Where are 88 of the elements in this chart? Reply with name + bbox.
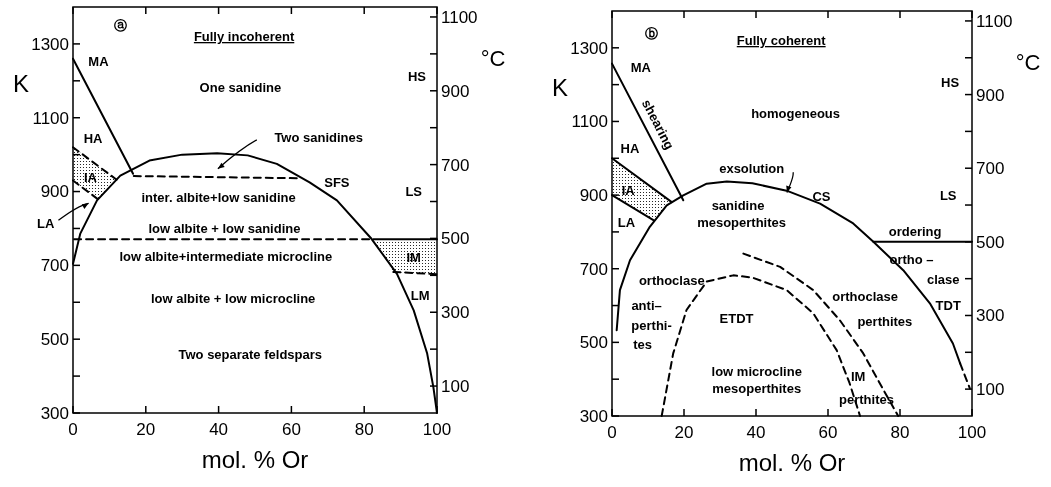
annotation: LS — [939, 187, 957, 203]
annotation: perthi- — [631, 317, 672, 333]
y-tick-label: 900 — [579, 186, 608, 206]
annotation: mesoperthites — [697, 214, 787, 230]
y-axis-title: K — [551, 73, 569, 101]
y2-tick-label: 100 — [441, 377, 470, 397]
annotation: IM — [851, 369, 866, 385]
annotation: One sanidine — [199, 79, 282, 95]
annotation: low albite+intermediate microcline — [119, 249, 333, 265]
annotation: perthites — [839, 391, 894, 407]
annotation: tes — [633, 336, 652, 352]
y-tick-label: 1300 — [31, 34, 69, 54]
x-tick-label: 80 — [354, 420, 374, 439]
annotation: low albite + low sanidine — [148, 221, 301, 237]
y-tick-label: 1100 — [32, 108, 69, 128]
x-tick-label: 40 — [209, 420, 229, 439]
y-axis-title: K — [12, 69, 30, 97]
y2-tick-label: 500 — [976, 232, 1005, 252]
y2-tick-label: 700 — [976, 159, 1005, 179]
annotation: ⓐ — [113, 18, 127, 33]
annotation: LM — [410, 287, 430, 303]
annotation: inter. albite+low sanidine — [141, 189, 296, 205]
x-tick-label: 80 — [890, 423, 910, 442]
y2-tick-label: 1100 — [976, 11, 1013, 31]
y2-axis-title: °C — [480, 46, 506, 72]
annotation: MA — [630, 59, 652, 75]
annotation: HA — [620, 141, 640, 157]
x-axis-title: mol. % Or — [201, 446, 309, 473]
text: Fully coherent — [736, 33, 827, 48]
annotation: Two sanidines — [274, 129, 363, 145]
y2-tick-label: 300 — [441, 303, 470, 323]
annotation: ⓑ — [645, 26, 659, 42]
annotation: HS — [941, 74, 960, 90]
y-tick-label: 1300 — [570, 38, 608, 58]
y2-tick-label: 300 — [976, 306, 1005, 326]
annotation: ETDT — [719, 310, 754, 326]
x-tick-label: 0 — [607, 423, 617, 442]
y2-axis-title: °C — [1015, 49, 1041, 75]
y2-tick-label: 500 — [441, 229, 470, 249]
y-tick-label: 700 — [579, 259, 608, 279]
y-tick-label: 500 — [579, 333, 608, 353]
x-tick-label: 0 — [68, 420, 78, 439]
annotation: IA — [621, 182, 636, 198]
y2-tick-label: 1100 — [441, 7, 478, 27]
annotation: low albite + low microcline — [150, 291, 316, 307]
annotation: mesoperthites — [712, 380, 802, 396]
annotation: ordering — [888, 224, 942, 240]
y-tick-label: 700 — [40, 256, 69, 276]
text: LA — [37, 216, 55, 232]
annotation: orthoclase — [638, 272, 705, 288]
annotation: SFS — [324, 174, 350, 190]
x-tick-label: 40 — [746, 423, 766, 442]
y2-tick-label: 900 — [441, 81, 470, 101]
annotation: Two separate feldspars — [178, 346, 323, 362]
annotation: homogeneous — [751, 106, 841, 122]
annotation: low microcline — [711, 364, 802, 380]
annotation: CS — [812, 189, 831, 205]
y-tick-label: 500 — [40, 330, 69, 350]
annotation: HS — [407, 69, 427, 85]
x-tick-label: 60 — [818, 423, 838, 442]
annotation: clase — [926, 271, 960, 287]
x-tick-label: 100 — [957, 423, 987, 442]
annotation: exsolution — [719, 161, 785, 177]
annotation: IM — [406, 250, 421, 266]
x-tick-label: 20 — [674, 423, 694, 442]
y2-tick-label: 100 — [976, 380, 1005, 400]
annotation: MA — [88, 53, 110, 69]
annotation: ortho – — [889, 252, 934, 268]
y-tick-label: 300 — [579, 406, 608, 426]
x-axis-title: mol. % Or — [738, 449, 846, 476]
annotation: perthites — [857, 314, 913, 330]
y-tick-label: 900 — [40, 182, 69, 202]
y-tick-label: 300 — [40, 403, 69, 423]
annotation: orthoclase — [832, 289, 898, 305]
annotation: IA — [83, 169, 98, 185]
y2-tick-label: 700 — [441, 155, 470, 175]
y-tick-label: 1100 — [571, 112, 608, 132]
x-tick-label: 20 — [136, 420, 156, 439]
x-tick-label: 60 — [281, 420, 301, 439]
y2-tick-label: 900 — [976, 85, 1005, 105]
annotation: LA — [617, 214, 636, 230]
annotation: anti– — [631, 297, 662, 313]
annotation: TDT — [935, 297, 961, 313]
annotation: sanidine — [711, 197, 765, 213]
annotation: HA — [83, 131, 104, 147]
annotation: LS — [405, 183, 423, 199]
x-tick-label: 100 — [422, 420, 452, 439]
text: Fully incoherent — [193, 29, 295, 44]
